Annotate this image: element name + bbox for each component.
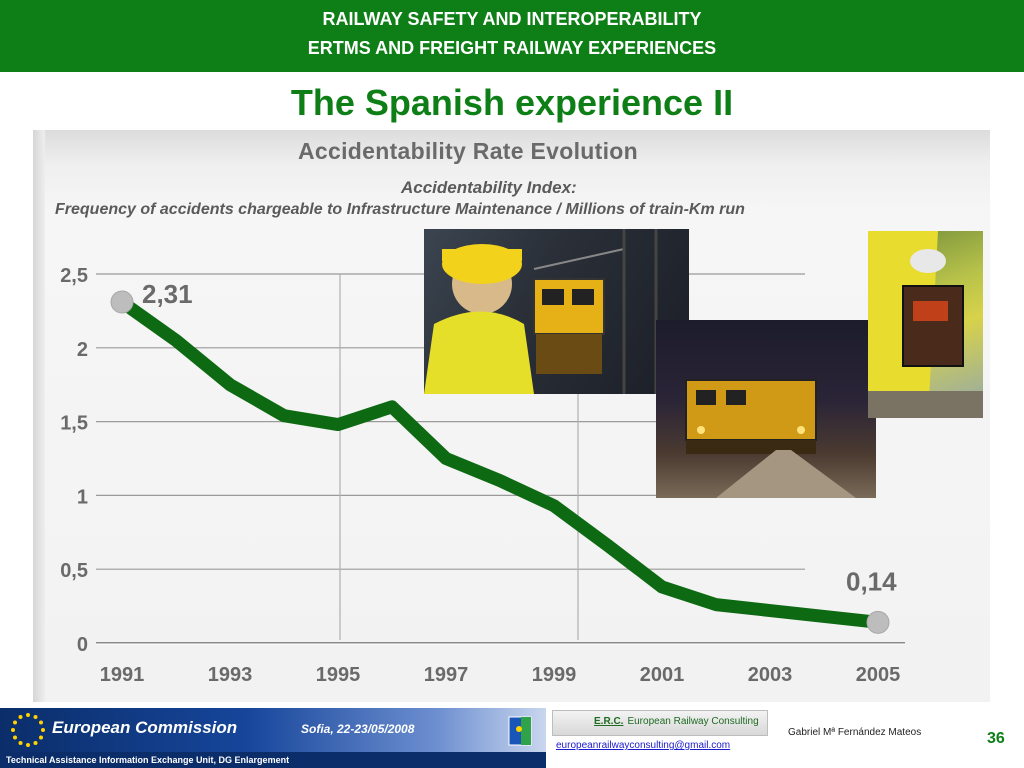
x-tick-label: 2001 [640,664,685,686]
eu-cube-logo-icon [508,716,532,746]
endpoint-marker [866,610,890,634]
y-tick-label: 2 [77,339,88,361]
data-label: 0,14 [846,566,897,596]
eu-star [33,715,38,720]
eu-star [33,740,38,745]
page-number: 36 [987,730,1005,747]
header-line-2: ERTMS AND FREIGHT RAILWAY EXPERIENCES [307,38,717,58]
eu-star [41,728,45,732]
erc-label: E.R.C. European Railway Consulting [594,716,759,727]
x-tick-label: 1999 [532,664,577,686]
x-tick-label: 1991 [100,664,145,686]
eu-star [26,743,30,747]
y-tick-label: 1 [77,486,88,508]
author-name: Gabriel Mª Fernández Mateos [788,727,922,738]
erc-abbr: E.R.C. [594,716,624,727]
data-label: 2,31 [142,279,193,309]
ec-banner [0,708,546,752]
eu-stars-icon [11,713,45,747]
chart-title: Accidentability Rate Evolution [298,138,638,164]
event-date: Sofia, 22-23/05/2008 [301,722,415,736]
x-tick-label: 2005 [856,664,901,686]
eu-star [38,720,43,725]
slide-header: RAILWAY SAFETY AND INTEROPERABILITY ERTM… [0,0,1024,72]
chart-subtitle: Accidentability Index: [401,178,577,197]
eu-star [18,740,23,745]
contact-email-link[interactable]: europeanrailwayconsulting@gmail.com [556,740,731,751]
x-tick-label: 1997 [424,664,469,686]
erc-name: European Railway Consulting [627,716,759,727]
ec-unit: Technical Assistance Information Exchang… [0,752,546,768]
y-tick-label: 2,5 [60,265,88,287]
chart-series [110,290,890,634]
y-tick-label: 1,5 [60,413,88,435]
photo-night-train [656,320,876,498]
eu-star [13,735,18,740]
eu-star [13,720,18,725]
y-tick-label: 0,5 [60,560,88,582]
photo-track-tool [868,231,983,418]
slide-title: The Spanish experience II [290,82,734,123]
x-tick-label: 1993 [208,664,253,686]
eu-star [26,713,30,717]
header-line-1: RAILWAY SAFETY AND INTEROPERABILITY [322,9,702,29]
endpoint-marker [110,290,134,314]
chart-labels: 2,31 0,14 [142,279,897,596]
eu-star [18,715,23,720]
ec-name: European Commission [52,718,238,737]
panel-edge [33,130,45,702]
x-tick-label: 1995 [316,664,361,686]
chart-axes: 0 0,5 1 1,5 2 2,5 1991 1993 1995 1997 1999 2001 2003… [60,265,905,686]
eu-star [38,735,43,740]
eu-star [11,728,15,732]
photo-maintenance-worker [424,229,689,394]
y-tick-label: 0 [77,634,88,656]
chart-subtitle-detail: Frequency of accidents chargeable to Inf… [55,201,745,218]
erc-logo-box [552,710,768,736]
x-tick-label: 2003 [748,664,793,686]
